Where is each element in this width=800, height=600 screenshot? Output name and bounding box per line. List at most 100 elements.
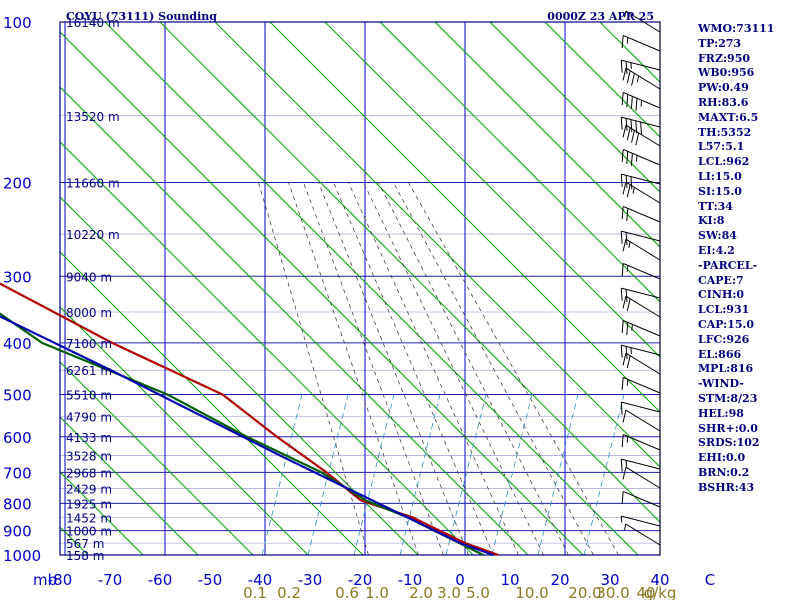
wind-barb-half-flag <box>623 523 627 531</box>
height-label: 13520 m <box>66 110 120 124</box>
stat-item: SW:84 <box>698 229 737 243</box>
wind-barb-flag <box>626 127 631 141</box>
wind-barb-staff <box>625 466 661 489</box>
pressure-tick-label: 500 <box>3 387 32 405</box>
wind-barbs <box>620 10 661 555</box>
wind-barb-staff <box>622 34 661 52</box>
wind-barb <box>620 173 661 190</box>
stat-item: PW:0.49 <box>698 81 749 95</box>
height-label: 16140 m <box>66 16 120 30</box>
wind-barb-flag <box>620 174 623 187</box>
temperature-tick-label: -40 <box>248 571 273 589</box>
wind-barb-staff <box>622 148 661 166</box>
height-label: 6261 m <box>66 364 112 378</box>
wind-barb-staff <box>622 262 661 280</box>
wind-barb <box>623 523 661 546</box>
wind-barb-staff <box>622 490 661 508</box>
wind-barb-staff <box>621 344 661 356</box>
stat-item: LI:15.0 <box>698 169 742 183</box>
stat-item: WB0:956 <box>698 66 755 80</box>
wind-barb-staff <box>621 458 661 470</box>
wind-barb-flag <box>621 206 624 220</box>
mixing-ratio-line <box>353 394 395 555</box>
temperature-tick-label: -50 <box>198 571 223 589</box>
wind-barb-flag <box>630 153 633 166</box>
moist-adiabat-line <box>318 182 469 555</box>
temperature-tick-label: -30 <box>298 571 323 589</box>
stat-item: MPL:816 <box>698 362 754 376</box>
wind-barb-flag <box>635 132 640 146</box>
mixing-ratio-tick-label: 40 <box>636 584 655 600</box>
wind-barb-flag <box>620 459 623 472</box>
wind-barb-staff <box>621 287 661 299</box>
wind-barb-staff <box>625 238 661 261</box>
height-label: 158 m <box>66 549 104 563</box>
mixing-ratio-tick-label: 3.0 <box>437 584 461 600</box>
stat-item: CAPE:7 <box>698 273 744 287</box>
height-label: 11660 m <box>66 176 120 190</box>
wind-barb-flag <box>620 402 623 415</box>
wind-barb-staff <box>621 230 661 242</box>
dry-adiabat-line <box>324 22 660 358</box>
wind-barb-flag <box>626 322 629 336</box>
wind-barb-flag <box>622 295 627 309</box>
temperature-tick-label: -70 <box>98 571 123 589</box>
stat-item: CAP:15.0 <box>698 317 755 331</box>
wind-barb <box>622 466 661 489</box>
wind-barb-flag <box>620 117 623 130</box>
stat-item: L57:5.1 <box>698 140 745 154</box>
wind-barb-flag <box>640 122 643 135</box>
wind-barb <box>621 205 661 223</box>
wind-barb <box>621 319 661 337</box>
stat-item: BRN:0.2 <box>698 465 750 479</box>
wind-barb-flag <box>625 175 628 188</box>
dry-adiabat-line <box>544 22 660 138</box>
temperature-tick-label: C <box>705 571 715 589</box>
mixing-ratio-tick-label: 0.2 <box>277 584 301 600</box>
wind-barb <box>621 376 661 394</box>
temperature-tick-label: 0 <box>455 571 465 589</box>
temperature-tick-label: -80 <box>48 571 73 589</box>
wind-barb-staff <box>625 295 661 318</box>
wind-barb <box>623 10 661 33</box>
stat-item: SRDS:102 <box>698 436 760 450</box>
wind-barb-staff <box>621 515 661 527</box>
height-label: 567 m <box>66 537 104 551</box>
wind-barb-flag <box>621 263 624 277</box>
wind-barb-flag <box>622 352 627 366</box>
temperature-tick-label: 30 <box>600 571 619 589</box>
wind-barb-flag <box>625 61 628 74</box>
pressure-tick-label: 400 <box>3 335 32 353</box>
wind-barb <box>621 262 661 280</box>
mixing-ratio-tick-label: 1.0 <box>365 584 389 600</box>
stat-item: TT:34 <box>698 199 733 213</box>
wind-barb <box>622 352 661 375</box>
dry-adiabat-line <box>60 361 254 555</box>
wind-barb-flag <box>620 288 623 301</box>
wind-barb-staff <box>625 181 661 204</box>
dry-adiabat-line <box>489 22 660 193</box>
dry-adiabat-line <box>60 86 529 555</box>
temperature-tick-label: -20 <box>348 571 373 589</box>
wind-barb-staff <box>621 173 661 185</box>
mixing-ratio-tick-label: g/kg <box>644 584 677 600</box>
wind-barb-flag <box>626 355 631 369</box>
wind-barb-flag <box>626 184 631 198</box>
stat-item: LCL:931 <box>698 303 750 317</box>
stat-item: EI:4.2 <box>698 243 735 257</box>
mixing-ratio-line <box>399 394 441 555</box>
wind-barb-staff <box>625 409 661 432</box>
mixing-ratio-line <box>261 394 303 555</box>
pressure-tick-label: 100 <box>3 14 32 32</box>
pressure-tick-label: 200 <box>3 174 32 192</box>
wind-barb-flag <box>621 320 624 334</box>
profile-lines <box>0 282 499 557</box>
wind-barb <box>621 91 661 111</box>
height-label: 8000 m <box>66 306 112 320</box>
moist-adiabat-line <box>393 182 594 555</box>
wind-barb-flag <box>621 149 624 163</box>
pressure-tick-label: 300 <box>3 268 32 286</box>
wind-barb-flag <box>626 208 629 222</box>
mixing-ratio-line <box>583 394 625 555</box>
